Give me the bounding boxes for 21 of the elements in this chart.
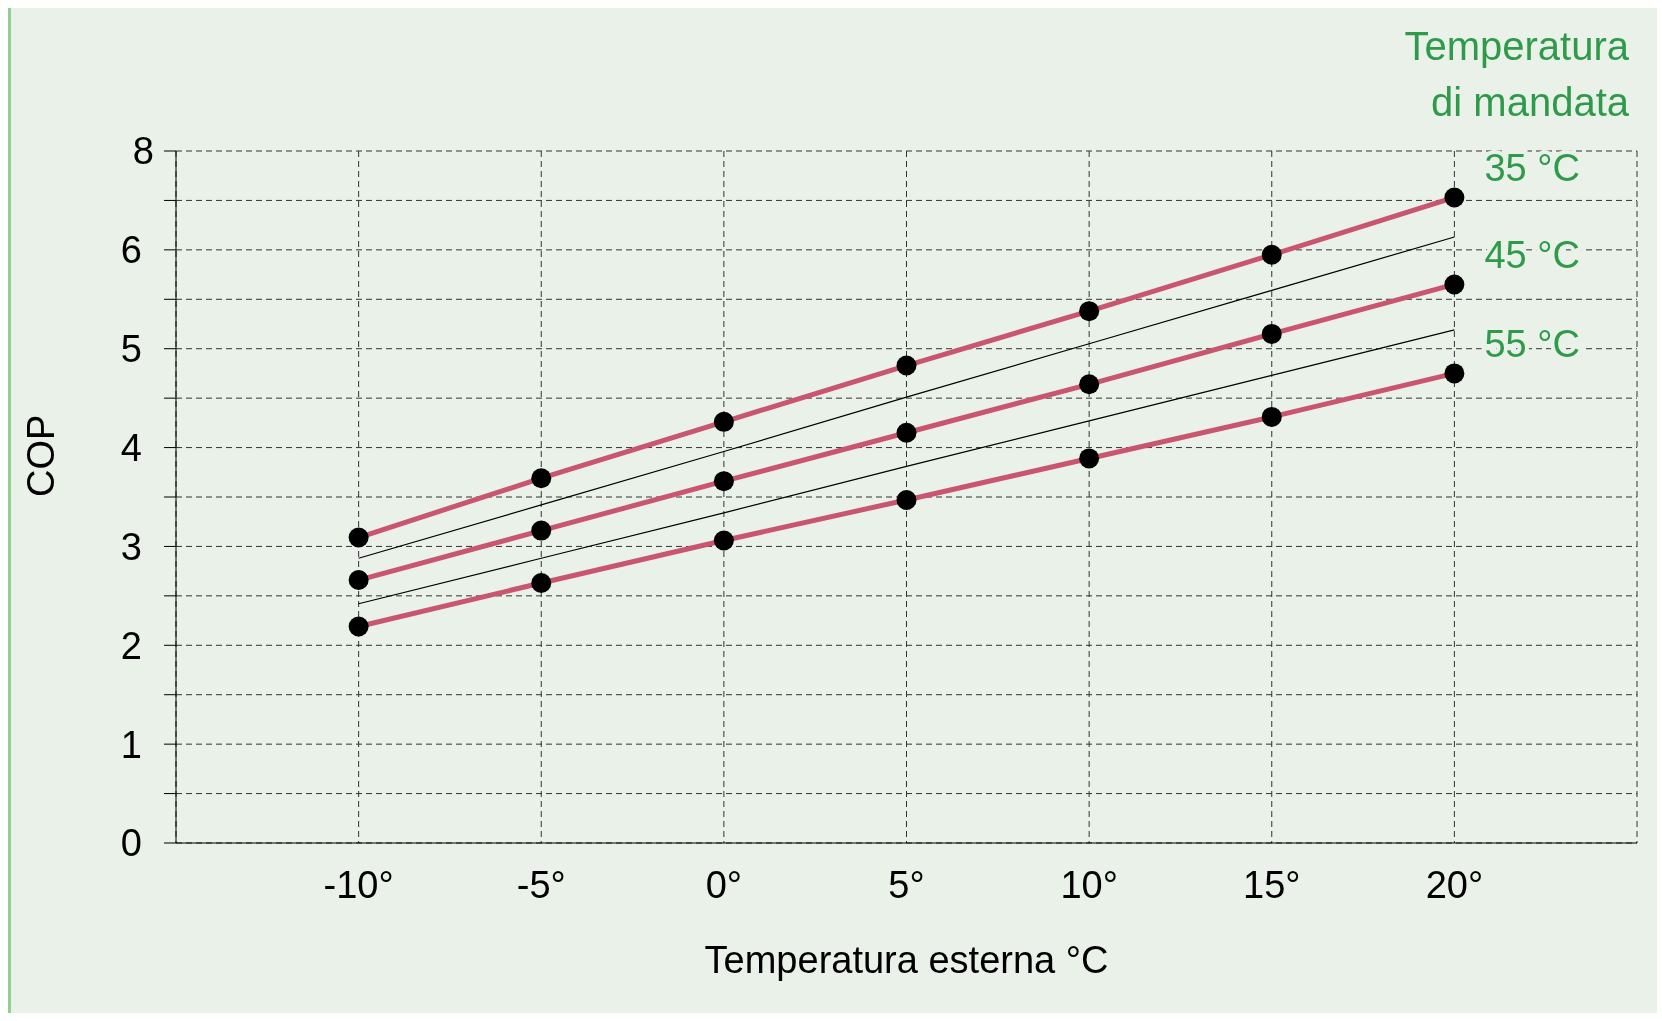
y-tick-label: 3	[120, 525, 142, 568]
x-tick-label: -5°	[516, 863, 566, 906]
x-tick-label: 0°	[705, 863, 743, 906]
y-tick-label: 4	[120, 427, 142, 470]
line-series	[358, 329, 1455, 605]
y-tick-label: 0	[120, 822, 142, 865]
y-tick-label: 5	[120, 328, 142, 371]
line-series	[358, 236, 1455, 559]
legend-title: Temperatura di mandata	[1403, 23, 1629, 126]
y-tick-label: 2	[120, 624, 142, 667]
x-tick-label: 10°	[1060, 863, 1118, 906]
x-tick-label: 5°	[888, 863, 925, 906]
x-tick-label: 15°	[1243, 863, 1301, 906]
x-tick-label: -10°	[323, 863, 394, 906]
x-tick-label: 20°	[1425, 863, 1484, 906]
x-axis-title: Temperatura esterna °C	[704, 939, 1109, 981]
y-axis-title: COP	[20, 414, 63, 497]
text: 8	[131, 129, 154, 173]
series-label: 35 °C	[1484, 147, 1580, 190]
y-tick-label: 1	[120, 723, 142, 766]
y-tick-label: 6	[120, 229, 142, 272]
